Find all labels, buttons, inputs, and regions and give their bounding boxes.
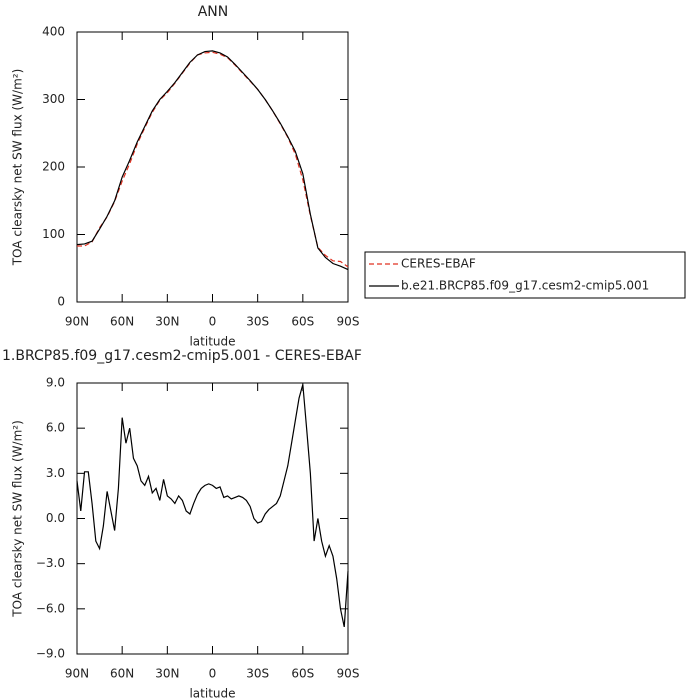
x-axis-label: latitude xyxy=(189,687,235,700)
y-tick-label: 0 xyxy=(57,295,65,309)
x-tick-label: 0 xyxy=(209,667,217,681)
x-tick-label: 90N xyxy=(65,667,89,681)
plot-frame xyxy=(76,382,349,655)
y-tick-label: 100 xyxy=(42,227,65,241)
y-tick-label: −9.0 xyxy=(36,647,65,661)
y-axis-label: TOA clearsky net SW flux (W/m²) xyxy=(11,420,25,618)
y-tick-label: 200 xyxy=(42,160,65,174)
y-tick-label: 300 xyxy=(42,92,65,106)
data-line xyxy=(76,50,349,271)
x-tick-label: 60N xyxy=(110,667,134,681)
legend-frame xyxy=(364,251,686,299)
x-tick-label: 90S xyxy=(337,667,360,681)
legend: CERES-EBAF b.e21.BRCP85.f09_g17.cesm2-cmi… xyxy=(364,251,686,299)
y-tick-label: −6.0 xyxy=(36,601,65,615)
x-tick-label: 90N xyxy=(65,315,89,329)
plot-frame xyxy=(76,31,349,303)
y-tick-label: 3.0 xyxy=(46,466,65,480)
chart-title: ANN xyxy=(198,4,229,20)
x-tick-label: 60S xyxy=(291,667,314,681)
x-tick-label: 90S xyxy=(337,315,360,329)
chart-title: 1.BRCP85.f09_g17.cesm2-cmip5.001 - CERES… xyxy=(2,348,362,364)
y-tick-label: 400 xyxy=(42,25,65,39)
y-axis-label: TOA clearsky net SW flux (W/m²) xyxy=(11,69,25,267)
x-tick-label: 30S xyxy=(246,315,269,329)
x-tick-label: 30N xyxy=(155,667,179,681)
data-line xyxy=(77,51,349,268)
x-tick-label: 0 xyxy=(209,315,217,329)
x-tick-label: 60N xyxy=(110,315,134,329)
x-axis-label: latitude xyxy=(189,335,235,349)
y-tick-label: 0.0 xyxy=(46,511,65,525)
y-tick-label: 9.0 xyxy=(46,376,65,390)
y-tick-label: 6.0 xyxy=(46,421,65,435)
legend-label: b.e21.BRCP85.f09_g17.cesm2-cmip5.001 xyxy=(401,279,649,293)
data-line xyxy=(76,384,349,628)
x-tick-label: 30N xyxy=(155,315,179,329)
x-tick-label: 60S xyxy=(291,315,314,329)
y-tick-label: −3.0 xyxy=(36,556,65,570)
x-tick-label: 30S xyxy=(246,667,269,681)
legend-label: CERES-EBAF xyxy=(401,257,476,271)
